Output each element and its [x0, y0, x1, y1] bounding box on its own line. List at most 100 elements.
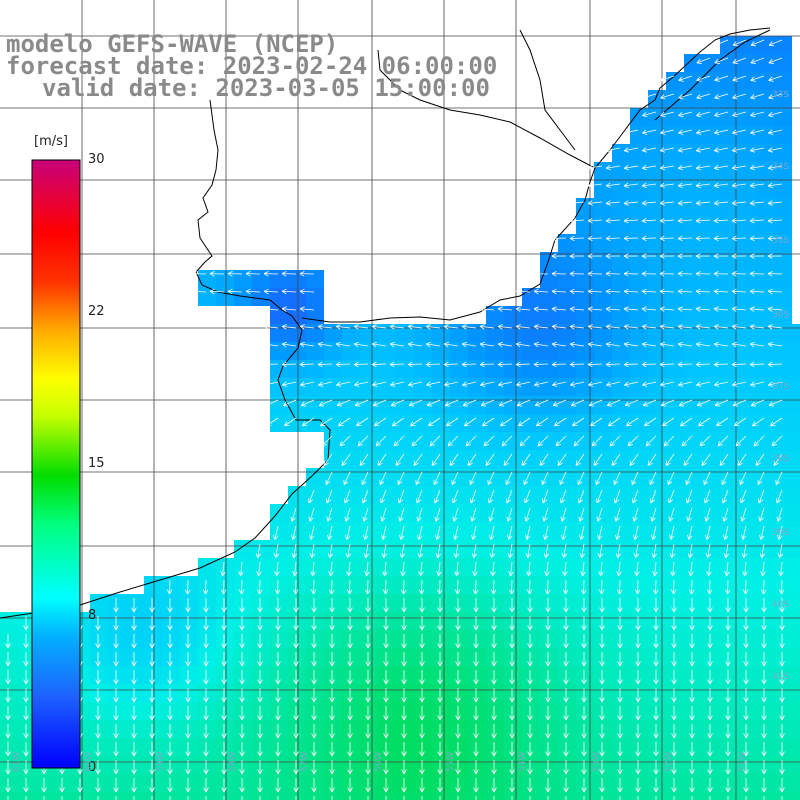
- wind-speed-cell: [594, 576, 612, 594]
- wind-arrow: [623, 217, 639, 224]
- colorbar-gradient: [31, 159, 81, 769]
- wind-speed-cell: [360, 630, 378, 648]
- wind-speed-cell: [540, 756, 558, 774]
- wind-speed-cell: [234, 720, 252, 738]
- wind-speed-cell: [468, 594, 486, 612]
- wind-speed-cell: [594, 324, 612, 342]
- wind-speed-cell: [90, 720, 108, 738]
- wind-arrow: [525, 525, 531, 540]
- wind-arrow: [275, 742, 281, 757]
- wind-arrow: [701, 453, 711, 466]
- wind-speed-cell: [702, 630, 720, 648]
- wind-speed-cell: [756, 396, 774, 414]
- wind-arrow: [713, 324, 729, 330]
- wind-speed-cell: [666, 450, 684, 468]
- wind-arrow: [635, 616, 641, 631]
- wind-arrow: [731, 200, 747, 206]
- wind-speed-cell: [450, 540, 468, 558]
- wind-speed-cell: [288, 486, 306, 504]
- wind-speed-cell: [756, 738, 774, 756]
- wind-arrow: [359, 453, 369, 466]
- wind-arrow: [515, 288, 531, 295]
- wind-arrow: [527, 760, 533, 775]
- wind-speed-cell: [234, 558, 252, 576]
- wind-arrow: [759, 543, 766, 559]
- wind-speed-cell: [486, 432, 504, 450]
- latitude-label: 33S: [772, 90, 790, 100]
- wind-arrow: [383, 706, 389, 721]
- wind-speed-cell: [270, 702, 288, 720]
- wind-arrow: [479, 361, 495, 368]
- wind-speed-cell: [522, 684, 540, 702]
- wind-speed-cell: [630, 684, 648, 702]
- wind-speed-cell: [342, 558, 360, 576]
- wind-speed-cell: [738, 648, 756, 666]
- wind-speed-cell: [504, 684, 522, 702]
- wind-arrow: [293, 634, 299, 649]
- wind-speed-cell: [756, 54, 774, 72]
- wind-speed-cell: [252, 684, 270, 702]
- wind-arrow: [696, 111, 711, 118]
- wind-speed-cell: [576, 612, 594, 630]
- wind-speed-cell: [594, 720, 612, 738]
- wind-speed-cell: [378, 756, 396, 774]
- wind-speed-cell: [666, 558, 684, 576]
- wind-arrow: [542, 507, 549, 522]
- wind-arrow: [591, 435, 603, 447]
- wind-speed-cell: [414, 612, 432, 630]
- wind-arrow: [599, 598, 605, 613]
- wind-arrow: [678, 75, 693, 82]
- wind-arrow: [408, 399, 423, 407]
- wind-arrow: [209, 271, 225, 277]
- wind-speed-cell: [666, 108, 684, 126]
- wind-speed-cell: [774, 684, 792, 702]
- wind-speed-cell: [450, 450, 468, 468]
- wind-arrow: [95, 616, 101, 631]
- wind-arrow: [292, 579, 299, 595]
- wind-arrow: [545, 616, 551, 631]
- wind-arrow: [651, 525, 657, 540]
- wind-speed-cell: [180, 576, 198, 594]
- wind-arrow: [617, 616, 623, 631]
- wind-arrow: [433, 471, 441, 486]
- wind-speed-cell: [630, 396, 648, 414]
- wind-speed-cell: [0, 792, 18, 800]
- wind-speed-cell: [756, 198, 774, 216]
- wind-arrow: [61, 796, 63, 800]
- wind-arrow: [318, 399, 333, 407]
- wind-arrow: [500, 417, 513, 427]
- wind-arrow: [779, 670, 785, 685]
- wind-arrow: [257, 706, 263, 721]
- wind-arrow: [617, 778, 623, 793]
- wind-arrow: [749, 200, 765, 206]
- wind-arrow: [491, 598, 497, 613]
- wind-speed-cell: [396, 738, 414, 756]
- wind-arrow: [346, 561, 352, 577]
- wind-speed-cell: [450, 342, 468, 360]
- wind-arrow: [685, 489, 693, 504]
- wind-arrow: [329, 760, 335, 775]
- wind-arrow: [741, 525, 747, 540]
- wind-speed-cell: [558, 738, 576, 756]
- wind-arrow: [329, 688, 335, 703]
- wind-arrow: [455, 670, 461, 685]
- wind-speed-cell: [684, 540, 702, 558]
- wind-arrow: [779, 760, 785, 775]
- wind-arrow: [761, 670, 767, 685]
- wind-arrow: [725, 670, 731, 685]
- wind-speed-cell: [684, 198, 702, 216]
- wind-speed-cell: [162, 576, 180, 594]
- wind-speed-cell: [396, 522, 414, 540]
- wind-speed-cell: [342, 594, 360, 612]
- wind-arrow: [115, 796, 117, 800]
- wind-speed-cell: [504, 558, 522, 576]
- wind-arrow: [419, 778, 425, 793]
- wind-speed-cell: [684, 288, 702, 306]
- wind-speed-cell: [666, 468, 684, 486]
- wind-arrow: [419, 760, 425, 775]
- wind-arrow: [473, 616, 479, 631]
- wind-speed-cell: [18, 774, 36, 792]
- wind-arrow: [437, 706, 443, 721]
- wind-arrow: [779, 724, 785, 739]
- wind-arrow: [185, 724, 191, 739]
